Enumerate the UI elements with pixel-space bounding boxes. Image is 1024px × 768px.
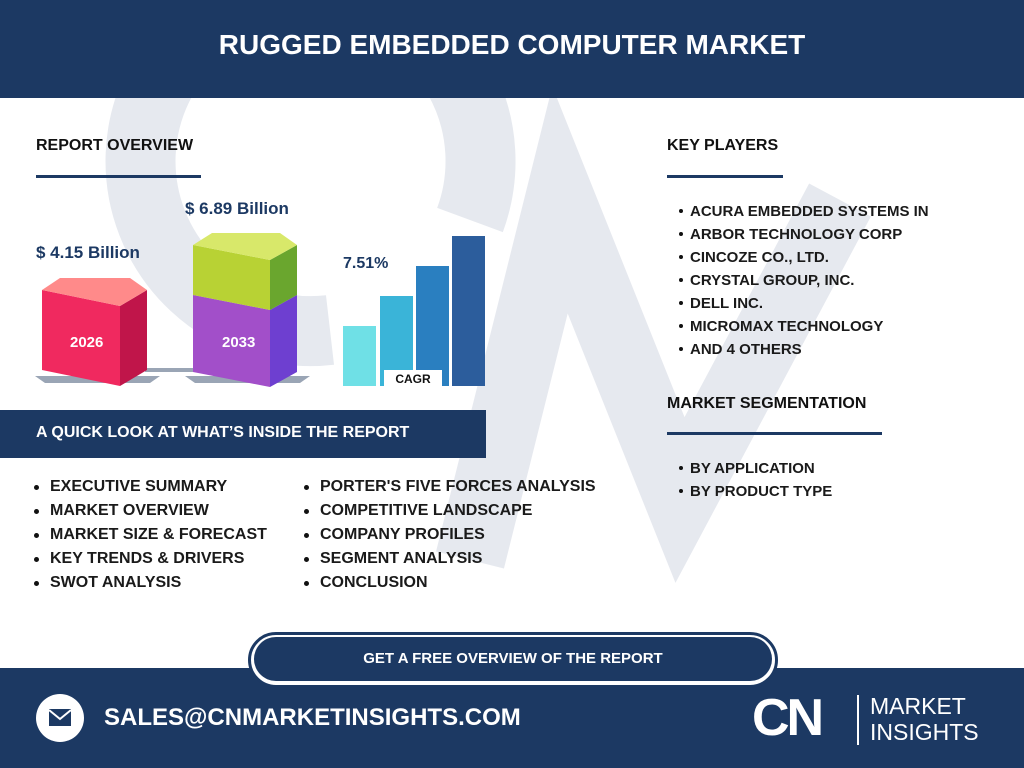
overview-graphic [35,233,485,388]
key-player-text: ARBOR TECHNOLOGY CORP [690,226,903,243]
header: RUGGED EMBEDDED COMPUTER MARKET [0,0,1024,98]
year-2033: 2033 [222,334,256,351]
segment: BY APPLICATION [678,457,832,480]
bullet [679,466,683,470]
logo-text-2: INSIGHTS [870,719,979,745]
quick-look-item-text: EXECUTIVE SUMMARY [50,478,228,495]
value-2033: $ 6.89 Billion [185,199,289,218]
quick-look-item-text: SWOT ANALYSIS [50,574,182,591]
bullet [34,557,39,562]
key-player: AND 4 OTHERS [678,338,929,361]
key-player-text: CRYSTAL GROUP, INC. [690,272,855,289]
bullet [34,485,39,490]
quick-look-item-text: CONCLUSION [320,574,428,591]
bullet [34,581,39,586]
quick-look-item: MARKET SIZE & FORECAST [32,523,267,547]
quick-look-item-text: MARKET SIZE & FORECAST [50,526,267,543]
quick-look-item-text: MARKET OVERVIEW [50,502,209,519]
key-player: CRYSTAL GROUP, INC. [678,269,929,292]
key-player-text: MICROMAX TECHNOLOGY [690,318,884,335]
quick-look-item: EXECUTIVE SUMMARY [32,475,267,499]
quick-look-item: KEY TRENDS & DRIVERS [32,547,267,571]
email[interactable]: SALES@CNMARKETINSIGHTS.COM [104,704,521,731]
key-player-text: AND 4 OTHERS [690,341,802,358]
bullet [679,347,683,351]
quick-look-item: COMPETITIVE LANDSCAPE [302,499,596,523]
bullet [679,489,683,493]
overview-title: REPORT OVERVIEW [36,137,194,154]
quick-look-item-text: COMPETITIVE LANDSCAPE [320,502,533,519]
quick-look-list: PORTER'S FIVE FORCES ANALYSIS COMPETITIVE… [302,475,596,595]
key-players-title: KEY PLAYERS [667,137,779,154]
logo-text: MARKET INSIGHTS [870,693,979,745]
logo-text-1: MARKET [870,693,966,719]
bullet [304,581,309,586]
rule [667,175,783,178]
logo-mark: CN [752,689,824,747]
bullet [34,533,39,538]
bullet [34,509,39,514]
value-2026: $ 4.15 Billion [36,243,140,262]
bullet [304,509,309,514]
quick-look-item: SWOT ANALYSIS [32,571,267,595]
bullet [679,278,683,282]
quick-look-item: COMPANY PROFILES [302,523,596,547]
segment: BY PRODUCT TYPE [678,480,832,503]
bullet [679,255,683,259]
key-player-text: DELL INC. [690,295,764,312]
cagr-label: CAGR [395,372,431,386]
quick-look-item-text: KEY TRENDS & DRIVERS [50,550,245,567]
quick-look-list: EXECUTIVE SUMMARY MARKET OVERVIEW MARKET S… [32,475,267,595]
mail-icon [36,694,84,742]
quick-look-item-text: PORTER'S FIVE FORCES ANALYSIS [320,478,596,495]
key-player: CINCOZE CO., LTD. [678,246,929,269]
segment-text: BY PRODUCT TYPE [690,483,833,500]
key-player-text: CINCOZE CO., LTD. [690,249,829,266]
key-player: ARBOR TECHNOLOGY CORP [678,223,929,246]
bullet [679,301,683,305]
bullet [679,324,683,328]
rule [667,432,882,435]
rule [36,175,201,178]
bullet [304,485,309,490]
quick-look-item-text: SEGMENT ANALYSIS [320,550,483,567]
quick-look-item: PORTER'S FIVE FORCES ANALYSIS [302,475,596,499]
quick-look-item-text: COMPANY PROFILES [320,526,485,543]
key-player: DELL INC. [678,292,929,315]
cta-button[interactable]: GET A FREE OVERVIEW OF THE REPORT [254,637,772,681]
cagr-value: 7.51% [343,255,389,272]
key-players-list: ACURA EMBEDDED SYSTEMS IN ARBOR TECHNOLOG… [678,200,929,361]
key-player: ACURA EMBEDDED SYSTEMS IN [678,200,929,223]
segmentation-list: BY APPLICATION BY PRODUCT TYPE [678,457,832,503]
quick-look-title: A QUICK LOOK AT WHAT’S INSIDE THE REPORT [36,424,410,441]
bullet [679,209,683,213]
bullet [304,533,309,538]
segmentation-title: MARKET SEGMENTATION [667,395,867,412]
bullet [304,557,309,562]
quick-look-banner: A QUICK LOOK AT WHAT’S INSIDE THE REPORT [0,410,486,458]
logo-divider [857,695,859,745]
year-2026: 2026 [70,334,104,351]
key-player-text: ACURA EMBEDDED SYSTEMS IN [690,203,929,220]
segment-text: BY APPLICATION [690,460,815,477]
quick-look-item: CONCLUSION [302,571,596,595]
bullet [679,232,683,236]
header-title: RUGGED EMBEDDED COMPUTER MARKET [218,29,806,60]
quick-look-item: MARKET OVERVIEW [32,499,267,523]
quick-look-item: SEGMENT ANALYSIS [302,547,596,571]
key-player: MICROMAX TECHNOLOGY [678,315,929,338]
